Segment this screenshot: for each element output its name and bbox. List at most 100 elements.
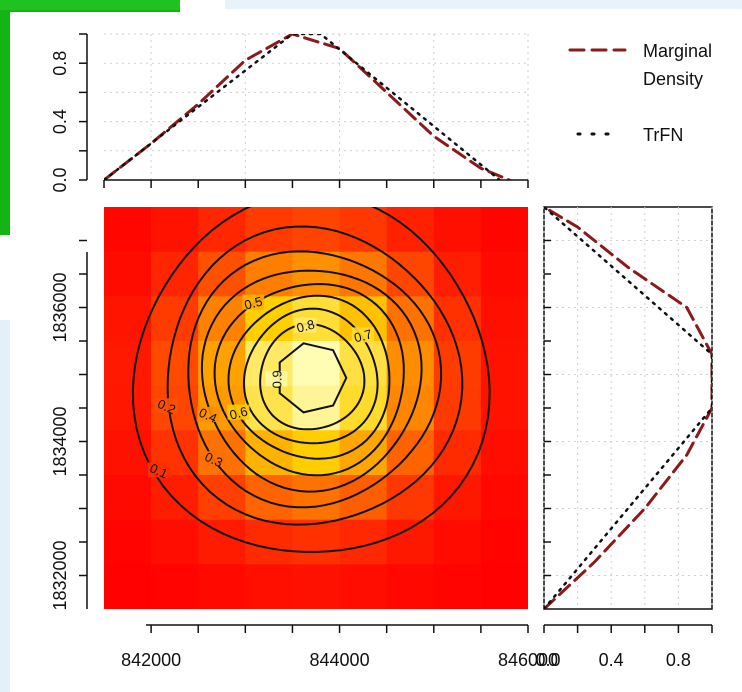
right-series-trfn — [544, 207, 712, 609]
heatmap-cell — [433, 564, 482, 609]
contour-label-bg — [148, 462, 170, 478]
contour-label-bg — [242, 294, 265, 310]
top-y-tick-label: 0.0 — [50, 167, 70, 192]
contour-line-0.8 — [259, 322, 366, 431]
top-y-tick-label: 0.4 — [50, 109, 70, 134]
legend-marginal-density-label-2: Density — [643, 69, 703, 89]
contour-label-bg — [227, 404, 250, 420]
legend: Marginal Density TrFN — [568, 41, 712, 145]
heatmap-cell — [386, 519, 435, 565]
heatmap-cell — [151, 207, 199, 253]
contour-label: 0.7 — [352, 326, 373, 345]
contour-label: 0.3 — [202, 449, 225, 470]
heatmap-cell — [433, 475, 482, 521]
heatmap-cell — [339, 207, 388, 253]
heatmap-cell — [386, 341, 435, 387]
heatmap-cell — [151, 341, 199, 387]
heatmap-cell — [292, 430, 341, 476]
heatmap-cell — [198, 519, 246, 565]
contour-label-bg — [265, 371, 288, 387]
contour-label: 0.4 — [197, 405, 220, 426]
heatmap-cell — [151, 251, 199, 297]
heatmap-cell — [339, 519, 388, 565]
contour-line-0.4 — [200, 269, 423, 493]
heatmap-cell — [104, 564, 152, 609]
right-marginal-lines — [544, 207, 712, 609]
heatmap-cell — [104, 519, 152, 565]
right-x-tick-label: 0.0 — [535, 650, 560, 670]
contour-line-0.2 — [166, 225, 464, 526]
contour-label-bg — [197, 406, 220, 422]
heatmap-cell — [104, 296, 152, 342]
x-tick-label: 846000 — [498, 650, 558, 670]
contour-line-0.5 — [213, 282, 405, 477]
heatmap-cell — [292, 519, 341, 565]
contour-label-bg — [351, 327, 374, 343]
background-green-strip — [0, 0, 180, 10]
top-series-marginal-density — [104, 34, 511, 180]
heatmap-cell — [433, 207, 482, 253]
legend-trfn-label: TrFN — [643, 125, 683, 145]
heatmap-cell — [245, 251, 293, 297]
heatmap-cell — [198, 207, 246, 253]
contour-line-0.7 — [242, 307, 379, 445]
heatmap-cell — [198, 564, 246, 609]
right-marginal-panel: 0.0 0.4 0.8 — [535, 206, 713, 670]
heatmap-cell — [151, 519, 199, 565]
heatmap-panel: 0.1 0.2 0.3 0.4 0.5 0.6 0.7 0.8 0.9 842000 844000… — [50, 207, 558, 670]
heatmap-cell — [245, 207, 293, 253]
heatmap-cell — [339, 564, 388, 609]
heatmap-cell — [480, 207, 528, 253]
contour-label-bg — [203, 451, 225, 467]
top-marginal-grid — [104, 33, 529, 181]
heatmap-cell — [292, 385, 341, 431]
top-marginal-lines — [104, 34, 511, 180]
top-y-tick-label: 0.8 — [50, 51, 70, 76]
contour-label-bg — [155, 398, 178, 414]
heatmap-cell — [480, 475, 528, 521]
y-tick-label: 1832000 — [50, 540, 70, 610]
heatmap-cell — [104, 475, 152, 521]
heatmap-cell — [292, 341, 341, 387]
heatmap-cell — [245, 519, 293, 565]
right-x-tick-label: 0.4 — [599, 650, 624, 670]
heatmap-cell — [104, 341, 152, 387]
top-marginal-axes: 0.0 0.4 0.8 — [50, 33, 529, 193]
contour-label: 0.2 — [155, 396, 178, 417]
heatmap-cell — [292, 564, 341, 609]
right-x-tick-label: 0.8 — [666, 650, 691, 670]
top-series-trfn — [104, 34, 501, 180]
heatmap-cell — [386, 385, 435, 431]
right-series-marginal-density — [544, 207, 712, 609]
contour-label: 0.6 — [228, 403, 249, 422]
heatmap-cell — [480, 430, 528, 476]
contour-label: 0.8 — [295, 316, 316, 335]
heatmap-cell — [292, 475, 341, 521]
y-tick-label: 1836000 — [50, 272, 70, 342]
background-blue-strip — [225, 0, 742, 9]
heatmap-cell — [198, 341, 246, 387]
heatmap-cell — [151, 564, 199, 609]
heatmap-cell — [433, 385, 482, 431]
contour-line-0.3 — [187, 250, 443, 509]
heatmap-cell — [480, 296, 528, 342]
heatmap-cell — [480, 251, 528, 297]
contour-label-bg — [294, 317, 317, 333]
contour-label: 0.5 — [243, 293, 264, 312]
x-tick-label: 842000 — [121, 650, 181, 670]
heatmap-cell — [104, 251, 152, 297]
contour-label: 0.9 — [269, 370, 284, 388]
right-marginal-axes: 0.0 0.4 0.8 — [535, 239, 713, 670]
contour-labels: 0.1 0.2 0.3 0.4 0.5 0.6 0.7 0.8 0.9 — [147, 293, 374, 481]
x-tick-label: 844000 — [310, 650, 370, 670]
heatmap-axes: 842000 844000 846000 1832000 1834000 1836000 — [50, 239, 558, 670]
legend-marginal-density-label-1: Marginal — [643, 41, 712, 61]
heatmap-cell — [480, 564, 528, 609]
heatmap-cell — [198, 251, 246, 297]
heatmap-cell — [198, 475, 246, 521]
contour-lines — [131, 207, 491, 553]
heatmap-cell — [480, 519, 528, 565]
contour-line-0.1 — [131, 207, 491, 553]
heatmap-cell — [104, 385, 152, 431]
y-tick-label: 1834000 — [50, 406, 70, 476]
